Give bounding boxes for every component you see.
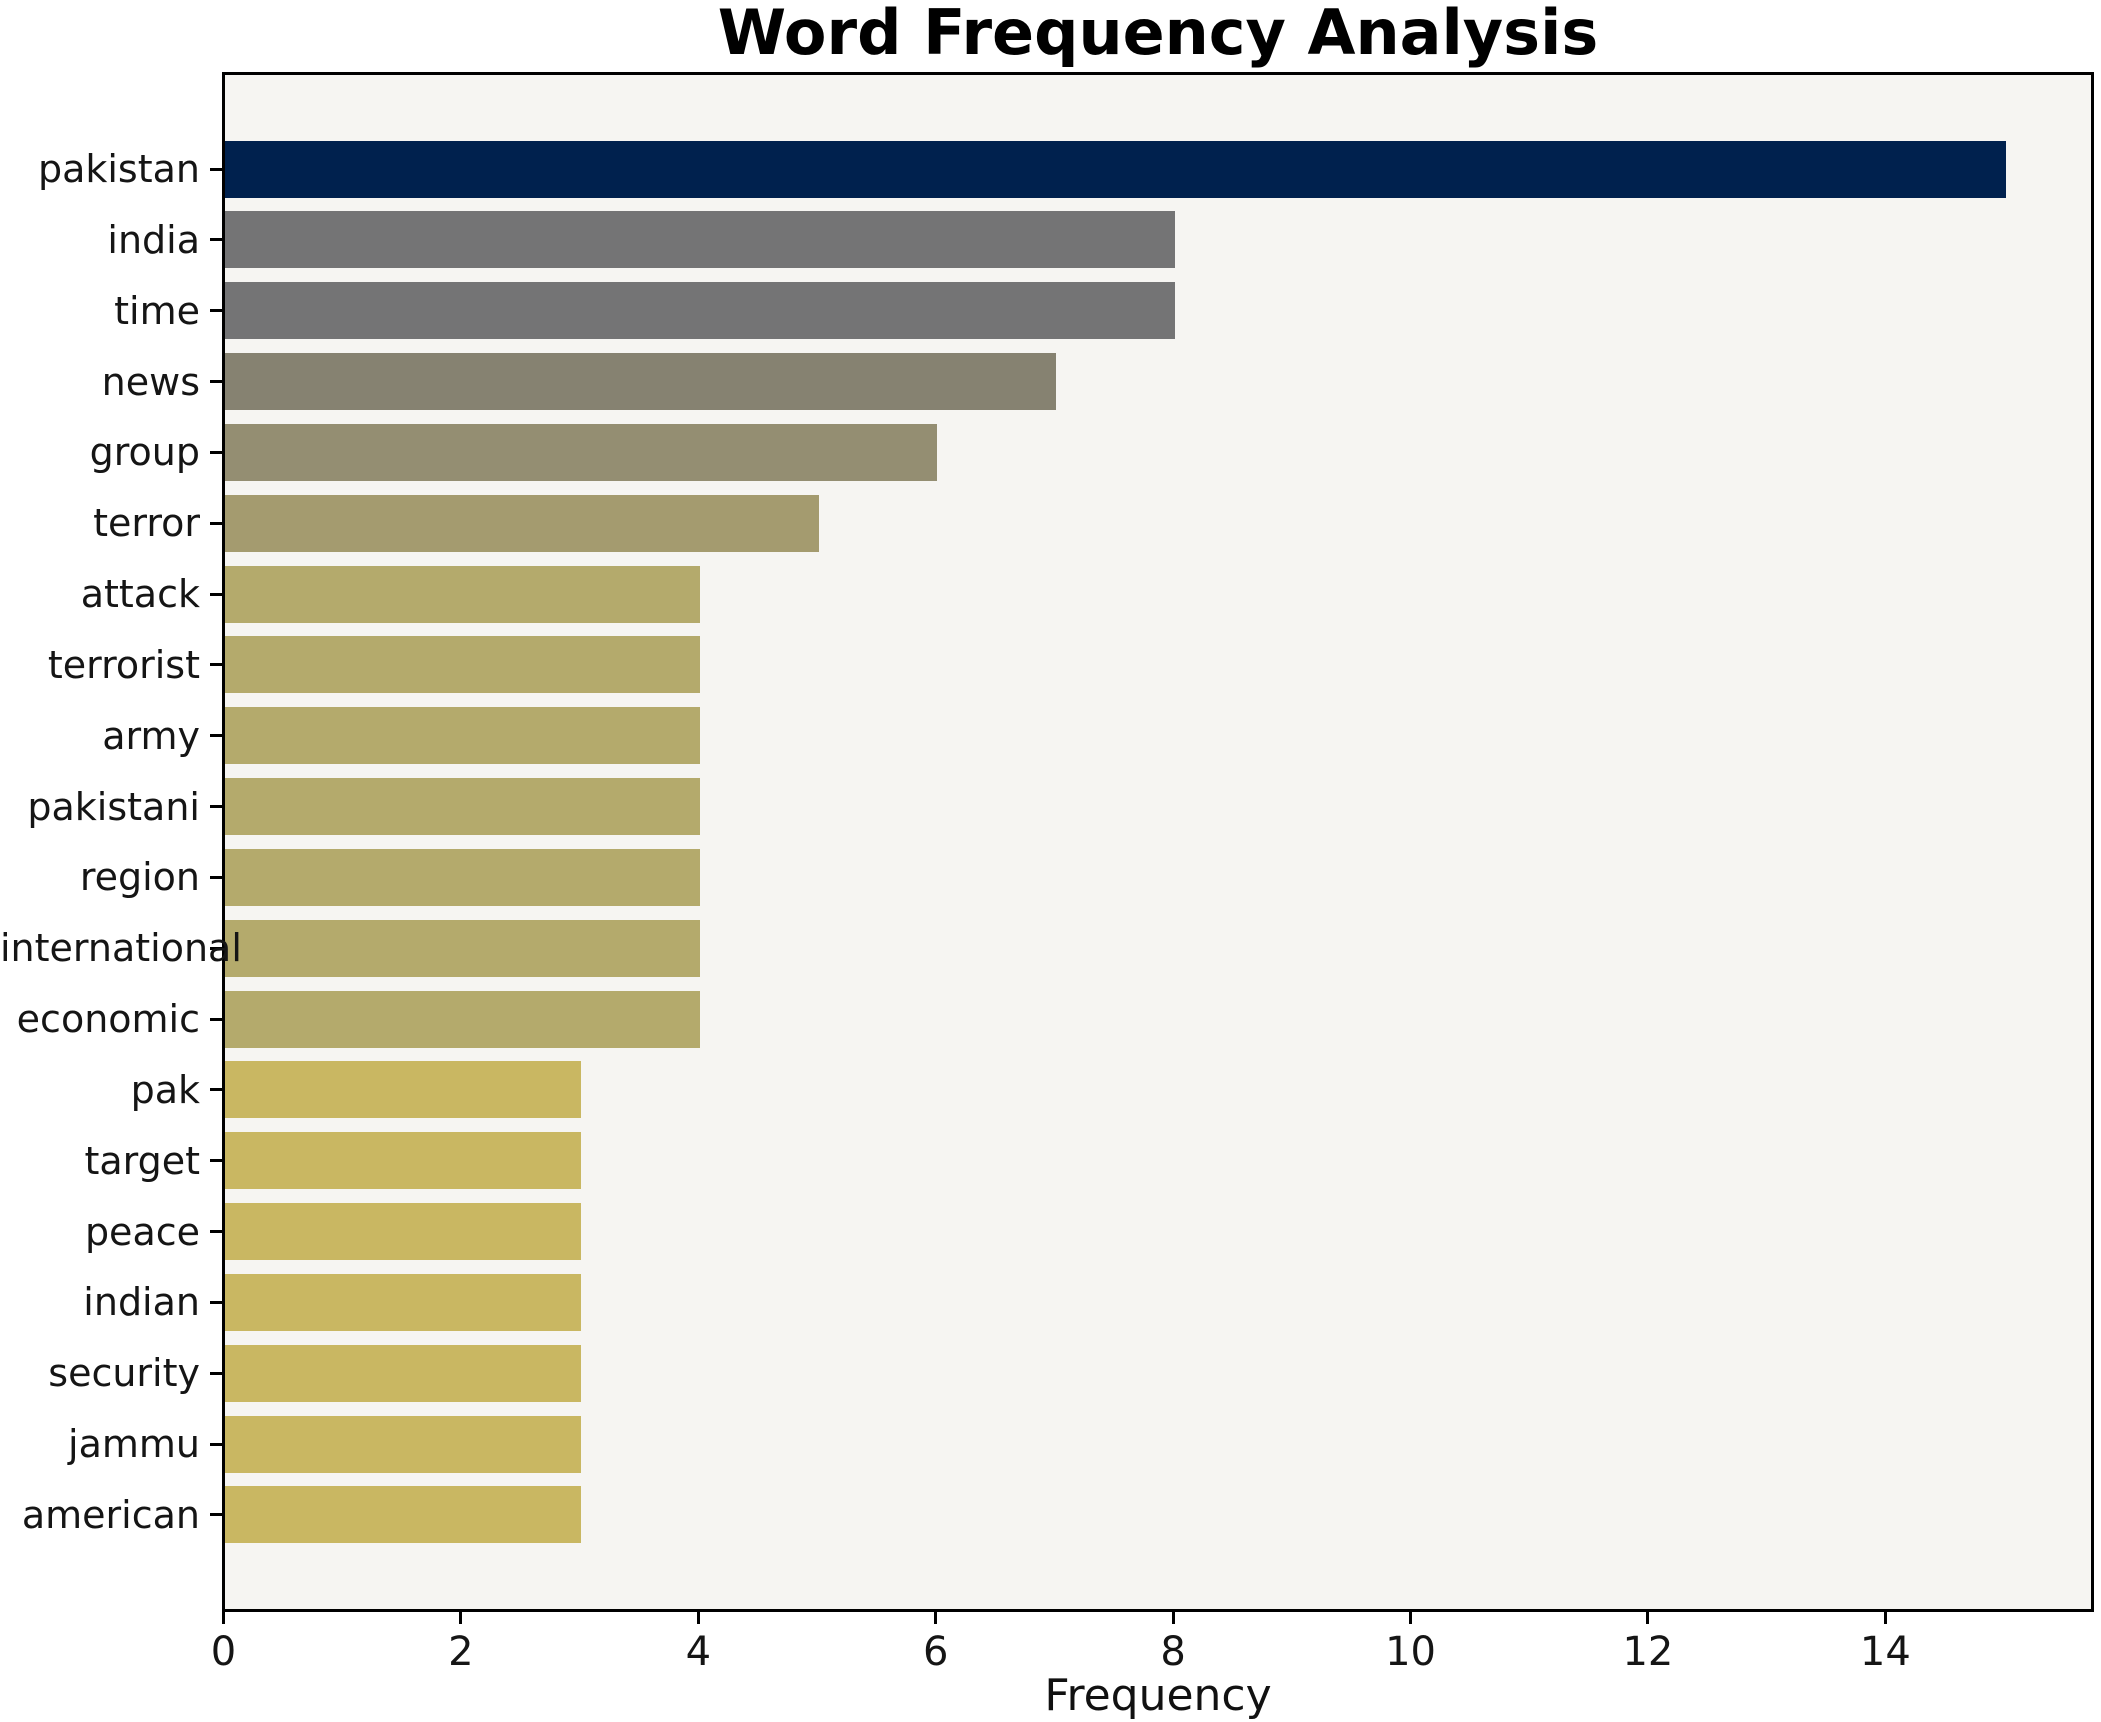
y-tick-mark (210, 521, 222, 525)
bar (225, 211, 1175, 269)
y-tick-label: american (21, 1492, 200, 1537)
bar (225, 565, 700, 623)
x-tick-label: 10 (1385, 1629, 1436, 1675)
y-tick-mark (210, 380, 222, 384)
x-tick-label: 2 (448, 1629, 474, 1675)
bar (225, 1132, 582, 1190)
y-tick-mark (210, 875, 222, 879)
y-tick-mark (210, 309, 222, 313)
y-tick-mark (210, 946, 222, 950)
y-tick-label: time (114, 288, 200, 333)
x-tick-mark (1409, 1612, 1413, 1624)
y-tick-label: pakistani (27, 784, 200, 829)
bar (225, 1486, 582, 1544)
y-tick-mark (210, 1017, 222, 1021)
y-tick-label: economic (16, 997, 200, 1042)
x-tick-label: 0 (210, 1629, 237, 1675)
x-tick-label: 12 (1622, 1629, 1674, 1675)
y-tick-label: news (101, 359, 200, 404)
bar (225, 919, 700, 977)
bar (225, 423, 938, 481)
y-tick-label: group (89, 430, 200, 475)
bar (225, 1061, 582, 1119)
y-tick-label: indian (83, 1280, 200, 1325)
y-tick-mark (210, 734, 222, 738)
bar (225, 494, 819, 552)
y-tick-mark (210, 167, 222, 171)
y-tick-label: peace (84, 1209, 200, 1254)
bar (225, 636, 700, 694)
y-tick-label: security (48, 1351, 200, 1396)
y-tick-mark (210, 663, 222, 667)
x-tick-mark (934, 1612, 938, 1624)
y-tick-label: jammu (68, 1422, 200, 1467)
x-tick-label: 14 (1859, 1629, 1911, 1675)
y-tick-label: pakistan (37, 147, 200, 191)
x-tick-mark (459, 1612, 463, 1624)
x-tick-mark (696, 1612, 700, 1624)
y-tick-label: india (107, 217, 200, 262)
x-axis-label: Frequency (1044, 1670, 1272, 1721)
y-tick-mark (210, 1300, 222, 1304)
chart-title: Word Frequency Analysis (717, 0, 1599, 69)
bar (225, 353, 1056, 411)
y-tick-mark (210, 592, 222, 596)
y-tick-label: international (0, 926, 242, 971)
y-tick-mark (210, 1159, 222, 1163)
bar (225, 1203, 582, 1261)
y-tick-mark (210, 450, 222, 454)
x-tick-label: 4 (685, 1629, 712, 1675)
y-tick-label: target (84, 1138, 200, 1183)
y-tick-mark (210, 805, 222, 809)
bar (225, 848, 700, 906)
y-tick-mark (210, 1088, 222, 1092)
x-tick-mark (1883, 1612, 1887, 1624)
y-tick-label: terror (93, 501, 200, 546)
y-tick-label: attack (80, 572, 200, 617)
y-tick-label: army (102, 713, 200, 758)
y-tick-mark (210, 1230, 222, 1234)
x-tick-label: 6 (922, 1629, 949, 1675)
bar (225, 778, 700, 836)
y-tick-label: region (79, 855, 200, 900)
x-tick-mark (222, 1612, 225, 1624)
y-tick-mark (210, 1442, 222, 1446)
y-tick-mark (210, 1371, 222, 1375)
bar (225, 140, 2006, 198)
bar (225, 990, 700, 1048)
bar (225, 282, 1175, 340)
plot-area (222, 72, 2094, 1612)
y-tick-label: terrorist (47, 642, 200, 687)
y-tick-mark (210, 1513, 222, 1517)
y-tick-label: pak (130, 1067, 200, 1112)
x-tick-mark (1646, 1612, 1650, 1624)
bar (225, 1415, 582, 1473)
bar (225, 1273, 582, 1331)
bar (225, 1344, 582, 1402)
bar (225, 707, 700, 765)
y-tick-mark (210, 238, 222, 242)
x-tick-label: 8 (1160, 1629, 1186, 1675)
x-tick-mark (1171, 1612, 1175, 1624)
